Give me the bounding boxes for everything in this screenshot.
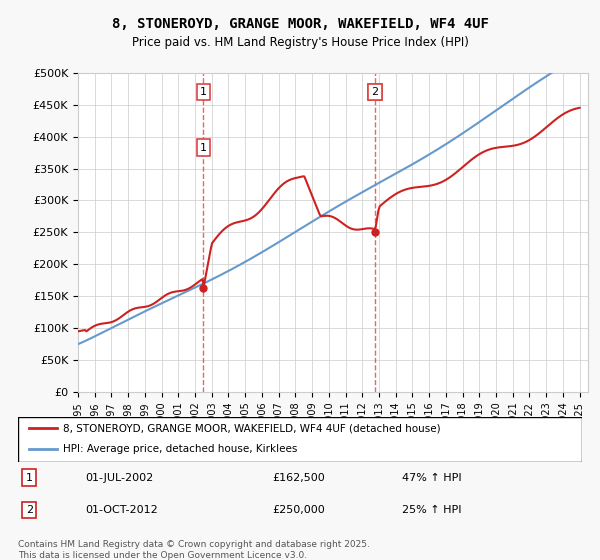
Text: 2: 2 bbox=[371, 87, 379, 97]
Text: 1: 1 bbox=[200, 87, 207, 97]
Text: 2: 2 bbox=[371, 87, 379, 97]
Text: £162,500: £162,500 bbox=[272, 473, 325, 483]
Text: £250,000: £250,000 bbox=[272, 505, 325, 515]
Text: 8, STONEROYD, GRANGE MOOR, WAKEFIELD, WF4 4UF: 8, STONEROYD, GRANGE MOOR, WAKEFIELD, WF… bbox=[112, 17, 488, 31]
Text: 2: 2 bbox=[26, 505, 33, 515]
Text: 01-OCT-2012: 01-OCT-2012 bbox=[86, 505, 158, 515]
Text: 1: 1 bbox=[26, 473, 33, 483]
Text: 47% ↑ HPI: 47% ↑ HPI bbox=[401, 473, 461, 483]
Text: Price paid vs. HM Land Registry's House Price Index (HPI): Price paid vs. HM Land Registry's House … bbox=[131, 36, 469, 49]
Text: HPI: Average price, detached house, Kirklees: HPI: Average price, detached house, Kirk… bbox=[63, 445, 298, 455]
Text: Contains HM Land Registry data © Crown copyright and database right 2025.
This d: Contains HM Land Registry data © Crown c… bbox=[18, 540, 370, 560]
Text: 8, STONEROYD, GRANGE MOOR, WAKEFIELD, WF4 4UF (detached house): 8, STONEROYD, GRANGE MOOR, WAKEFIELD, WF… bbox=[63, 423, 441, 433]
Text: 25% ↑ HPI: 25% ↑ HPI bbox=[401, 505, 461, 515]
Text: 1: 1 bbox=[200, 143, 207, 153]
Text: 01-JUL-2002: 01-JUL-2002 bbox=[86, 473, 154, 483]
FancyBboxPatch shape bbox=[18, 417, 582, 462]
